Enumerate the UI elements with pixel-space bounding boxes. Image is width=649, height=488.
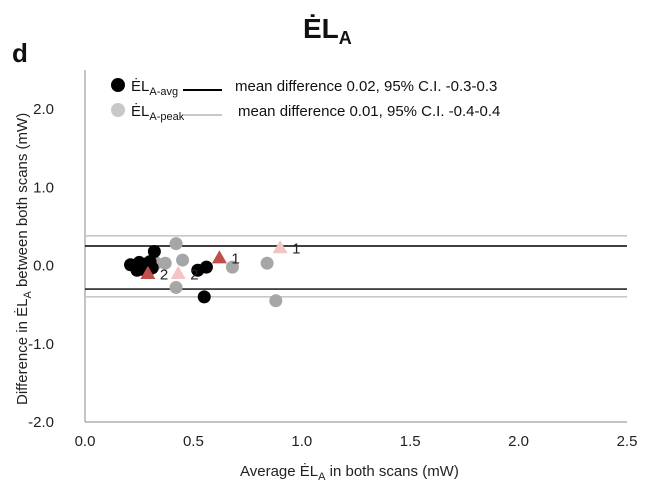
chart-title: ĖLA — [303, 13, 352, 48]
legend-marker-peak — [111, 103, 125, 117]
x-tick-label: 2.0 — [508, 433, 529, 450]
data-point-avg — [147, 244, 161, 258]
data-point-peak — [169, 237, 183, 251]
panel-label: d — [12, 38, 28, 68]
data-point-peak — [158, 256, 172, 270]
legend-label-peak: ĖLA-peak — [131, 102, 185, 123]
data-point-peak — [269, 294, 283, 308]
legend-marker-avg — [111, 78, 125, 92]
highlight-label: 2 — [160, 266, 168, 283]
highlight-triangle — [140, 265, 156, 280]
x-tick-label: 1.5 — [400, 433, 421, 450]
highlight-triangle — [211, 250, 227, 264]
highlight-markers: 2 1 2 1 — [140, 240, 300, 283]
x-tick-labels: 0.0 0.5 1.0 1.5 2.0 2.5 — [75, 433, 638, 450]
data-point-peak — [260, 256, 274, 270]
data-point-peak — [225, 260, 239, 274]
legend-text-peak: mean difference 0.01, 95% C.I. -0.4-0.4 — [238, 103, 500, 120]
highlight-triangle — [272, 240, 288, 254]
x-axis-title: Average ĖLA in both scans (mW) — [240, 462, 459, 483]
data-point-avg — [199, 260, 213, 274]
y-tick-label: 0.0 — [33, 258, 54, 275]
data-point-avg — [197, 290, 211, 304]
highlight-label: 1 — [292, 241, 300, 258]
y-tick-label: -1.0 — [28, 336, 54, 353]
data-point-peak — [169, 280, 183, 294]
legend-label-avg: ĖLA-avg — [131, 77, 178, 98]
highlight-label: 2 — [190, 266, 198, 283]
x-tick-label: 1.0 — [291, 433, 312, 450]
legend: ĖLA-avg mean difference 0.02, 95% C.I. -… — [111, 77, 500, 123]
highlight-label: 1 — [231, 251, 239, 268]
x-tick-label: 0.0 — [75, 433, 96, 450]
y-tick-label: -2.0 — [28, 414, 54, 431]
y-axis-title: Difference in ĖLA between both scans (mW… — [13, 113, 34, 405]
y-tick-labels: -2.0 -1.0 0.0 1.0 2.0 — [28, 101, 54, 431]
x-tick-label: 0.5 — [183, 433, 204, 450]
legend-text-avg: mean difference 0.02, 95% C.I. -0.3-0.3 — [235, 78, 497, 95]
x-tick-label: 2.5 — [617, 433, 638, 450]
y-tick-label: 1.0 — [33, 179, 54, 196]
y-tick-label: 2.0 — [33, 101, 54, 118]
data-points — [124, 237, 283, 308]
highlight-triangle — [170, 265, 186, 280]
data-point-peak — [176, 253, 190, 267]
